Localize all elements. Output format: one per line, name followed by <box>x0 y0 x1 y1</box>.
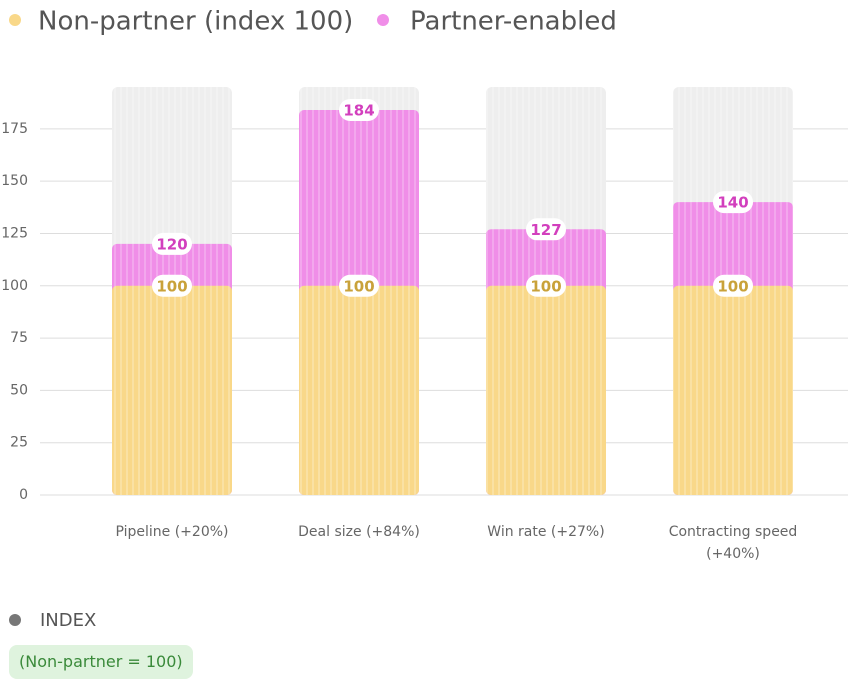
value-label: 100 <box>343 277 374 295</box>
x-tick-label: Deal size (+84%) <box>298 524 420 540</box>
y-tick-label: 25 <box>10 435 28 451</box>
value-label-bg <box>526 218 566 241</box>
y-tick-label: 100 <box>1 278 28 294</box>
x-tick-label: Win rate (+27%) <box>487 524 605 540</box>
value-label: 140 <box>717 194 748 212</box>
bar-texture <box>112 285 232 495</box>
bar-texture <box>486 285 606 495</box>
index-note: (Non-partner = 100) <box>9 645 193 679</box>
value-label: 100 <box>530 277 561 295</box>
y-tick-label: 175 <box>1 121 28 137</box>
value-label: 100 <box>156 277 187 295</box>
legend-dot <box>9 14 21 26</box>
y-tick-label: 125 <box>1 225 28 241</box>
value-label-bg <box>713 191 753 214</box>
x-tick-label: Pipeline (+20%) <box>115 524 229 540</box>
legend-label: Non-partner (index 100) <box>38 7 353 37</box>
legend-label: Partner-enabled <box>410 7 617 37</box>
index-dot <box>9 614 21 626</box>
y-tick-label: 75 <box>10 330 28 346</box>
y-tick-label: 0 <box>19 487 28 503</box>
value-label-bg <box>713 274 753 297</box>
index-title: INDEX <box>40 610 96 631</box>
y-tick-label: 50 <box>10 382 28 398</box>
value-label-bg <box>339 274 379 297</box>
value-label: 184 <box>343 102 374 120</box>
bar-texture <box>673 285 793 495</box>
bar-texture <box>299 285 419 495</box>
value-label-bg <box>152 274 192 297</box>
legend-dot <box>377 14 389 26</box>
value-label: 120 <box>156 235 187 253</box>
value-label-bg <box>152 232 192 255</box>
y-tick-label: 150 <box>1 173 28 189</box>
value-label-bg <box>339 99 379 122</box>
value-label: 127 <box>530 221 561 239</box>
value-label-bg <box>526 274 566 297</box>
value-label: 100 <box>717 277 748 295</box>
x-tick-label: Contracting speed (+40%) <box>668 524 798 562</box>
